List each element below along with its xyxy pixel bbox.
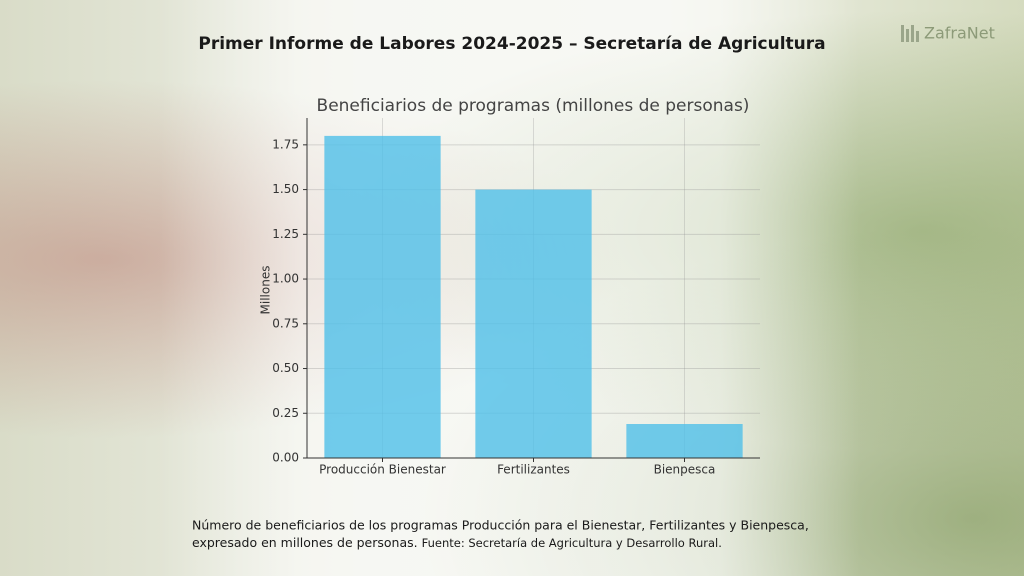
brand-name: ZafraNet xyxy=(924,24,995,43)
caption-continued: expresado en millones de personas. xyxy=(192,535,418,550)
y-tick-label: 0.75 xyxy=(272,316,299,330)
caption-line-2: expresado en millones de personas. Fuent… xyxy=(192,535,722,550)
bar xyxy=(324,135,441,459)
bar xyxy=(626,424,743,458)
brand: ZafraNet xyxy=(901,24,995,43)
source: Fuente: Secretaría de Agricultura y Desa… xyxy=(422,536,722,550)
y-tick-label: 1.00 xyxy=(272,272,299,286)
brand-icon xyxy=(906,29,909,42)
y-tick-label: 1.50 xyxy=(272,182,299,196)
page-title: Primer Informe de Labores 2024-2025 – Se… xyxy=(198,34,825,54)
caption: Número de beneficiarios de los programas… xyxy=(192,518,809,533)
brand-icon xyxy=(901,25,904,42)
chart-title: Beneficiarios de programas (millones de … xyxy=(317,96,750,116)
y-axis-label: Millones xyxy=(259,266,273,315)
brand-icon xyxy=(916,31,919,42)
x-tick-label: Bienpesca xyxy=(654,463,716,477)
x-tick-label: Fertilizantes xyxy=(497,463,570,477)
x-tick-label: Producción Bienestar xyxy=(319,463,446,477)
y-tick-label: 0.25 xyxy=(272,406,299,420)
y-tick-label: 1.25 xyxy=(272,227,299,241)
bar xyxy=(475,189,592,458)
y-tick-label: 1.75 xyxy=(272,137,299,151)
y-tick-label: 0.00 xyxy=(272,451,299,465)
brand-icon xyxy=(911,25,914,42)
y-tick-label: 0.50 xyxy=(272,361,299,375)
